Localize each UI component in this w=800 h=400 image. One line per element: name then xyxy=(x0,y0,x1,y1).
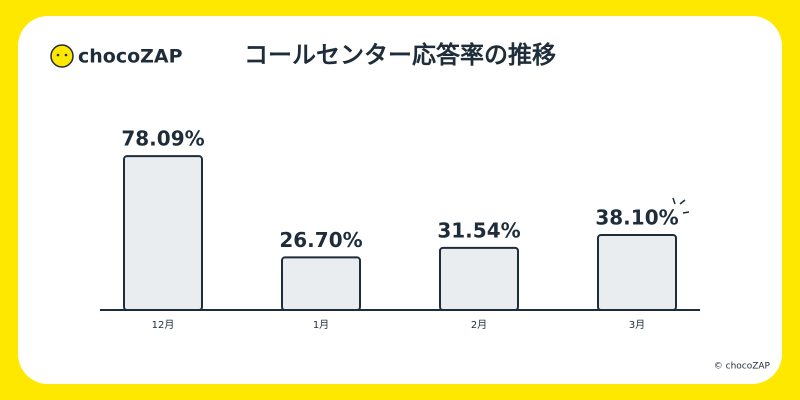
value-label: 78.09% xyxy=(121,127,204,151)
bar xyxy=(123,155,203,311)
x-tick-label: 3月 xyxy=(629,319,645,331)
value-label: 38.10% xyxy=(595,205,678,229)
x-tick-label: 12月 xyxy=(152,319,175,331)
bar xyxy=(439,246,519,311)
x-tick-label: 1月 xyxy=(313,319,329,331)
card xyxy=(18,16,782,384)
logo-text: chocoZAP xyxy=(78,46,183,68)
x-tick-label: 2月 xyxy=(471,319,487,331)
chart-title: コールセンター応答率の推移 xyxy=(244,41,556,69)
value-label: 26.70% xyxy=(279,228,362,252)
bar xyxy=(281,256,361,311)
value-label: 31.54% xyxy=(437,218,520,242)
logo-icon xyxy=(50,44,74,68)
bar xyxy=(597,233,677,311)
copyright: © chocoZAP xyxy=(714,362,771,372)
sparkle xyxy=(672,197,690,214)
